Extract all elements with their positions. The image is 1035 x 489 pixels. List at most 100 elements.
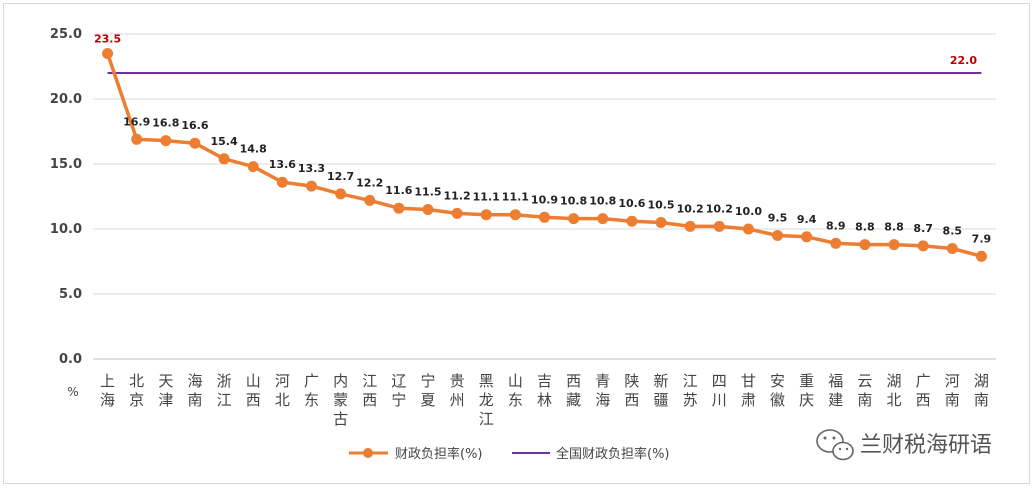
data-point xyxy=(772,230,784,241)
x-tick-label: 西藏 xyxy=(566,372,581,409)
legend-label-national: 全国财政负担率(%) xyxy=(556,446,670,462)
data-label: 16.9 xyxy=(123,115,150,128)
x-tick-label: 福建 xyxy=(828,372,843,409)
data-label: 12.2 xyxy=(356,176,383,189)
x-tick-label: 江西 xyxy=(362,372,377,409)
x-tick-label: 吉林 xyxy=(537,372,552,409)
x-tick-label: 黑龙江 xyxy=(479,372,494,428)
data-point xyxy=(539,211,550,223)
watermark-text: 兰财税海研语 xyxy=(860,433,992,458)
data-label: 7.9 xyxy=(972,232,992,245)
x-tick-label: 北京 xyxy=(129,372,144,409)
national-data-label: 22.0 xyxy=(950,54,977,67)
x-tick-label: 湖北 xyxy=(887,372,902,409)
data-label: 10.5 xyxy=(647,199,674,212)
x-tick-label: 山西 xyxy=(246,372,261,409)
data-label: 9.4 xyxy=(797,213,817,226)
province-series: 23.5 16.9 16.8 16.615.414.813.6 13.312.7 12.2… xyxy=(94,33,991,262)
data-point xyxy=(393,202,405,214)
data-label: 11.5 xyxy=(414,186,441,199)
x-tick-label: 宁夏 xyxy=(420,372,435,409)
data-point xyxy=(859,239,871,251)
data-point xyxy=(655,217,667,228)
y-axis: 0.0 5.0 10.0 15.0 20.0 25.0 xyxy=(50,27,82,367)
x-tick-label: 陕西 xyxy=(624,372,639,409)
data-point xyxy=(364,194,376,206)
x-tick-label: 重庆 xyxy=(799,372,814,409)
x-axis: 上海北京天津海南浙江山西河北广东内蒙古江西辽宁宁夏贵州黑龙江山东吉林西藏青海陕西… xyxy=(100,372,989,428)
data-label: 15.4 xyxy=(211,135,238,148)
x-tick-label: 广东 xyxy=(304,372,319,409)
x-tick-label: 河南 xyxy=(945,372,960,409)
data-label: 13.3 xyxy=(298,162,325,175)
y-tick-label: 20.0 xyxy=(50,92,82,107)
legend-marker-province xyxy=(363,448,373,458)
data-point xyxy=(218,153,230,165)
gridlines xyxy=(93,33,996,360)
data-point xyxy=(131,133,143,145)
data-point xyxy=(946,243,958,254)
data-point xyxy=(568,213,580,225)
data-label: 14.8 xyxy=(240,143,267,156)
x-tick-label: 安徽 xyxy=(770,372,785,409)
data-point xyxy=(742,223,754,235)
x-tick-label: 新疆 xyxy=(654,372,669,409)
x-tick-label: 青海 xyxy=(595,372,610,409)
legend-label-province: 财政负担率(%) xyxy=(395,446,483,462)
x-tick-label: 四川 xyxy=(712,372,727,409)
x-tick-label: 山东 xyxy=(508,372,523,409)
data-label: 13.6 xyxy=(269,158,296,171)
data-point xyxy=(975,250,987,262)
legend: 财政负担率(%) 全国财政负担率(%) xyxy=(349,446,670,462)
data-point xyxy=(305,180,317,192)
data-label: 10.2 xyxy=(677,202,704,215)
data-label: 8.9 xyxy=(826,219,846,232)
x-tick-label: 天津 xyxy=(158,372,173,409)
data-label: 12.7 xyxy=(327,170,354,183)
data-label: 10.0 xyxy=(735,205,762,218)
x-tick-label: 湖南 xyxy=(974,372,989,409)
data-point xyxy=(160,135,172,147)
data-label: 8.5 xyxy=(943,225,963,238)
data-point xyxy=(509,209,521,221)
x-tick-label: 上海 xyxy=(100,372,115,409)
data-point xyxy=(801,231,813,243)
data-label: 9.5 xyxy=(768,212,788,225)
data-point xyxy=(189,137,201,149)
data-point xyxy=(480,209,492,221)
data-point xyxy=(102,48,114,59)
data-label: 10.8 xyxy=(560,195,587,208)
data-label: 11.2 xyxy=(444,189,471,202)
data-label: 8.7 xyxy=(913,222,933,235)
data-point xyxy=(451,207,463,219)
data-point xyxy=(276,176,288,188)
data-point xyxy=(335,188,347,200)
y-tick-label: 25.0 xyxy=(50,27,82,42)
data-label: 16.8 xyxy=(152,117,179,130)
x-tick-label: 贵州 xyxy=(450,372,465,409)
x-tick-label: 江苏 xyxy=(683,372,698,409)
data-point xyxy=(247,161,259,173)
national-series: 22.0 xyxy=(107,54,982,74)
data-point xyxy=(684,220,696,232)
wechat-icon xyxy=(816,429,854,461)
data-point xyxy=(830,237,842,249)
data-point xyxy=(597,213,609,225)
data-label: 11.1 xyxy=(473,191,500,204)
unit-label: % xyxy=(67,385,78,399)
x-tick-label: 河北 xyxy=(275,372,290,409)
data-label: 8.8 xyxy=(884,221,904,234)
data-label: 10.9 xyxy=(531,193,558,206)
data-point xyxy=(888,239,900,251)
data-label: 23.5 xyxy=(94,33,121,46)
data-point xyxy=(626,215,638,227)
data-label: 16.6 xyxy=(181,119,208,132)
watermark: 兰财税海研语 xyxy=(816,429,992,461)
data-label: 10.2 xyxy=(706,202,733,215)
data-label: 10.6 xyxy=(618,197,645,210)
data-point xyxy=(422,204,434,215)
data-label: 8.8 xyxy=(855,221,875,234)
y-tick-label: 0.0 xyxy=(59,352,82,367)
x-tick-label: 甘肃 xyxy=(741,372,756,409)
